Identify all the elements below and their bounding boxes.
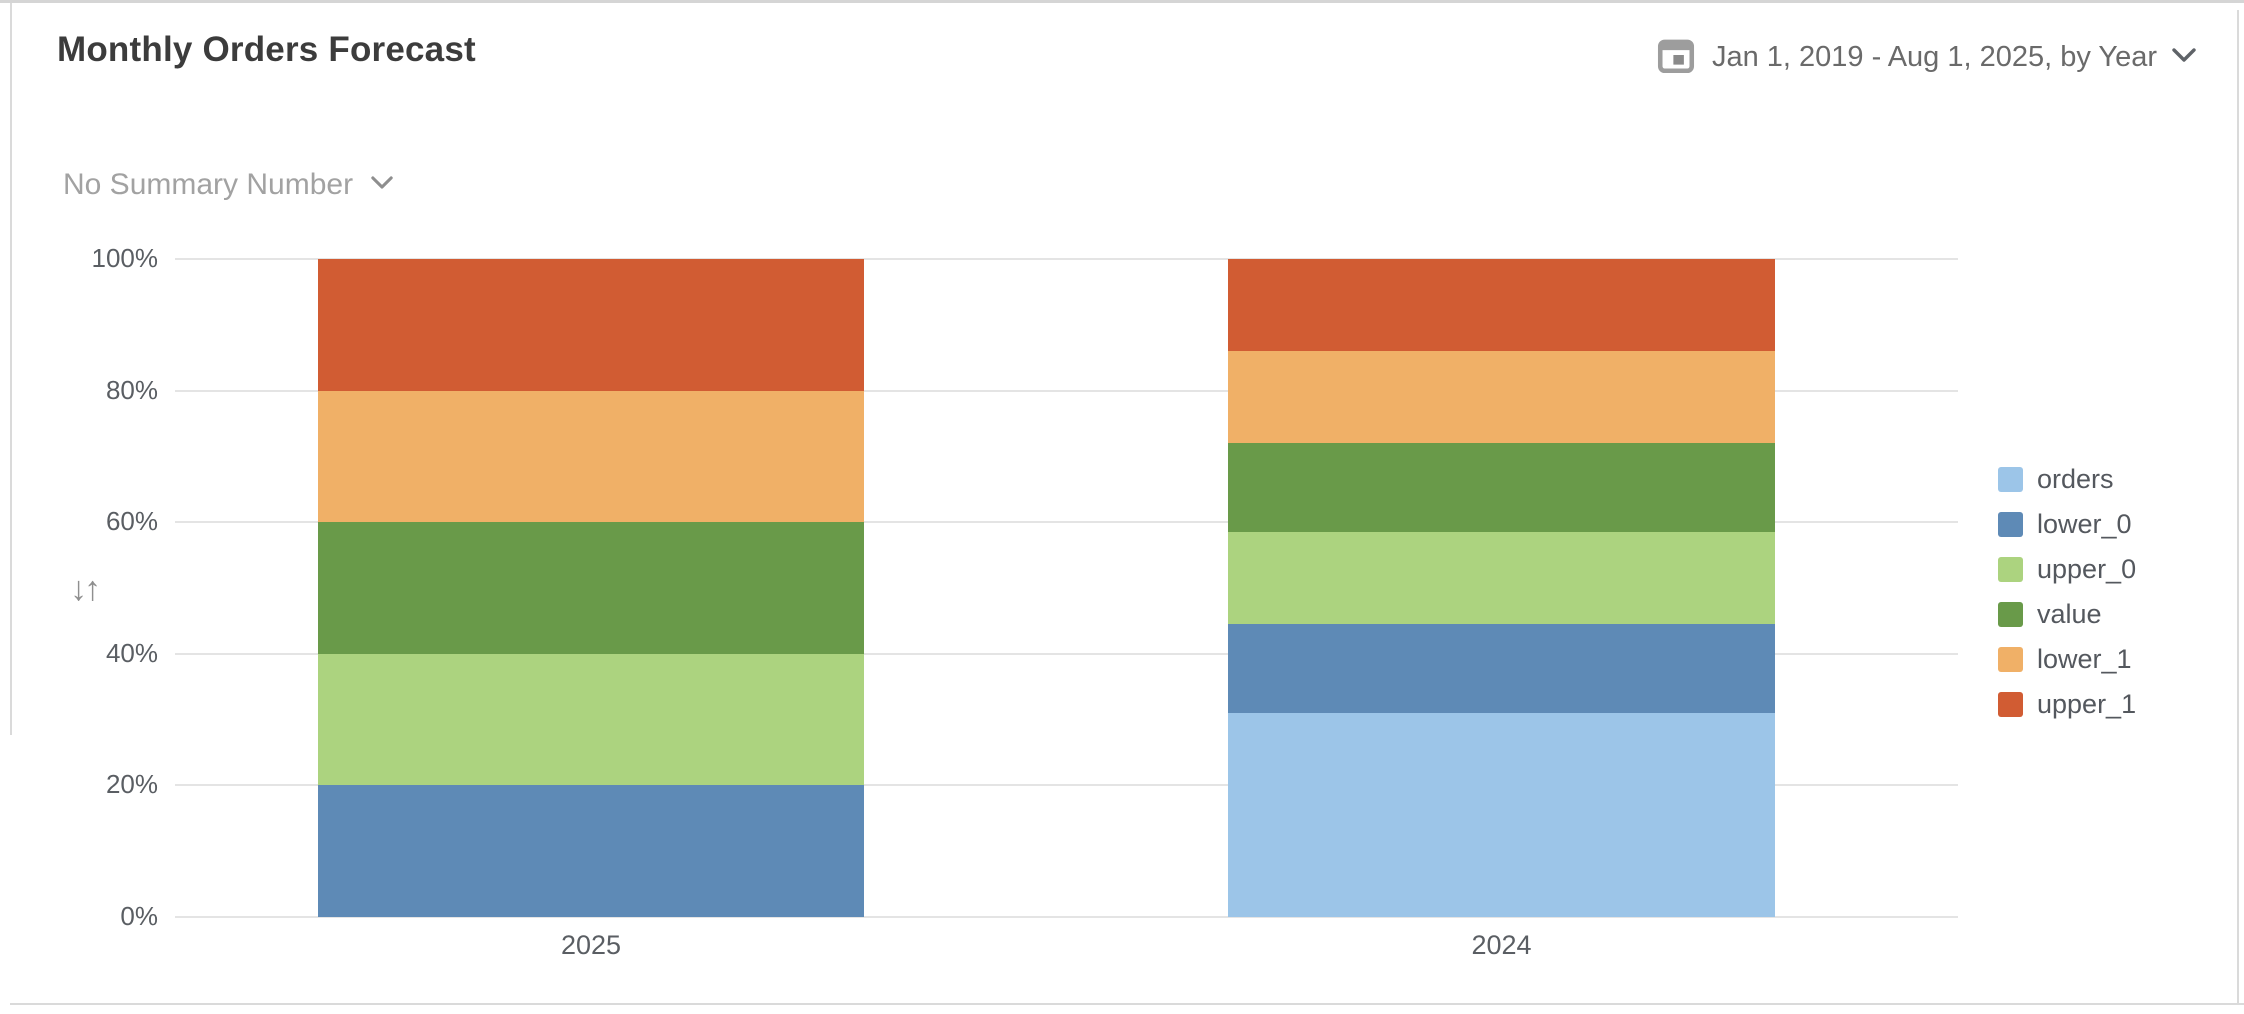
gridline-100% [175, 258, 1958, 260]
bar-segment-value-2025[interactable] [318, 522, 864, 654]
bar-segment-lower_1-2024[interactable] [1228, 351, 1775, 444]
gridline-0% [175, 916, 1958, 918]
bar-segment-lower_0-2024[interactable] [1228, 624, 1775, 714]
plot-area [175, 258, 1958, 918]
x-axis-label-2024: 2024 [1471, 930, 1532, 960]
bar-segment-upper_0-2025[interactable] [318, 653, 864, 786]
bar-segment-lower_0-2025[interactable] [318, 785, 864, 917]
top-divider [0, 0, 2244, 3]
legend-item-upper_0[interactable]: upper_0 [1998, 554, 2136, 585]
legend-label: upper_0 [2037, 554, 2137, 584]
summary-number-label: No Summary Number [63, 168, 354, 201]
date-range-selector[interactable]: Jan 1, 2019 - Aug 1, 2025, by Year [1655, 34, 2196, 81]
legend-item-orders[interactable]: orders [1998, 464, 2136, 495]
legend-label: orders [2037, 464, 2114, 494]
legend-swatch-icon [1998, 557, 2023, 582]
card-right-border [2237, 10, 2239, 1004]
bar-segment-value-2024[interactable] [1228, 443, 1775, 533]
gridline-80% [175, 389, 1958, 392]
calendar-icon [1655, 34, 1697, 81]
legend-label: value [2037, 599, 2102, 629]
bar-2025 [318, 259, 864, 917]
legend-item-value[interactable]: value [1998, 599, 2136, 630]
gridline-40% [175, 652, 1958, 655]
y-axis-tick-label: 40% [105, 637, 158, 668]
y-axis-tick-label: 80% [105, 374, 158, 405]
chevron-down-icon [2172, 47, 2196, 68]
bar-segment-upper_0-2024[interactable] [1228, 532, 1775, 625]
y-axis-tick-label: 60% [105, 506, 158, 537]
legend-swatch-icon [1998, 647, 2023, 672]
y-axis-tick-label: 20% [105, 769, 158, 800]
gridline-60% [175, 521, 1958, 524]
legend-swatch-icon [1998, 692, 2023, 717]
y-axis-tick-label: 100% [91, 243, 159, 273]
summary-number-selector[interactable]: No Summary Number [63, 168, 393, 202]
bar-segment-upper_1-2024[interactable] [1228, 259, 1775, 352]
bar-2024 [1228, 259, 1775, 917]
legend-swatch-icon [1998, 512, 2023, 537]
axis-sort-icon[interactable]: ↓↑ [70, 570, 101, 608]
bar-segment-lower_1-2025[interactable] [318, 390, 864, 523]
legend-item-upper_1[interactable]: upper_1 [1998, 689, 2136, 720]
legend-label: upper_1 [2037, 689, 2137, 719]
chevron-down-icon [371, 175, 393, 195]
y-axis-tick-label: 0% [120, 901, 158, 931]
bar-segment-upper_1-2025[interactable] [318, 259, 864, 391]
legend-item-lower_1[interactable]: lower_1 [1998, 644, 2136, 675]
legend-item-lower_0[interactable]: lower_0 [1998, 509, 2136, 540]
date-range-label: Jan 1, 2019 - Aug 1, 2025, by Year [1711, 41, 2157, 73]
legend-swatch-icon [1998, 467, 2023, 492]
legend-swatch-icon [1998, 602, 2023, 627]
card-bottom-border [10, 1003, 2244, 1005]
bar-segment-orders-2024[interactable] [1228, 713, 1775, 917]
page-title: Monthly Orders Forecast [57, 30, 476, 69]
x-axis-label-2025: 2025 [560, 930, 622, 960]
legend-label: lower_0 [2037, 509, 2132, 539]
card-left-border [10, 3, 12, 735]
gridline-20% [175, 784, 1958, 787]
legend-label: lower_1 [2037, 644, 2132, 674]
